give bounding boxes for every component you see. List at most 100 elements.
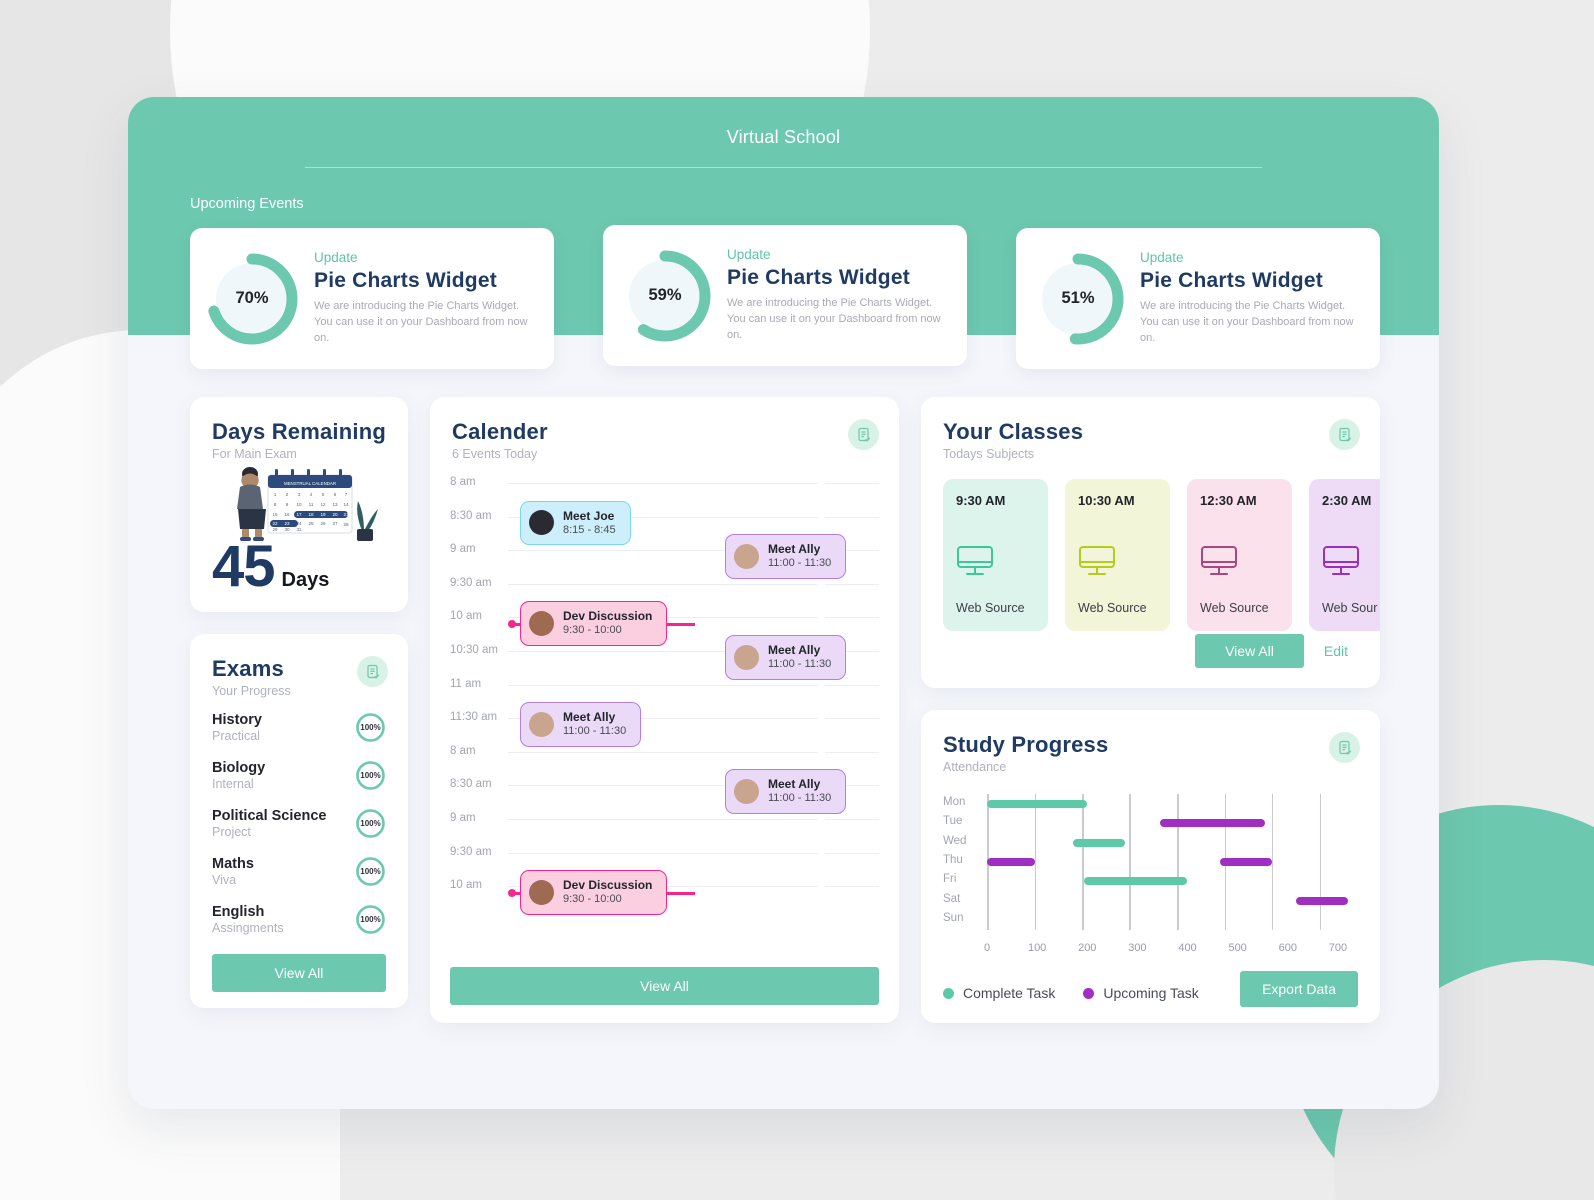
pie-card[interactable]: 59% Update Pie Charts Widget We are introdu… (603, 225, 967, 366)
exam-info: Maths Viva (212, 856, 254, 887)
calendar-time-label: 8:30 am (450, 509, 492, 522)
svg-text:11: 11 (309, 502, 314, 507)
exam-row[interactable]: English Assingments 100% (212, 904, 386, 935)
exam-row[interactable]: Biology Internal 100% (212, 760, 386, 791)
chart-plot-area (987, 794, 1348, 930)
calendar-gridline-left (508, 550, 818, 552)
calendar-event-time: 9:30 - 10:00 (563, 893, 622, 906)
legend-label: Complete Task (963, 985, 1056, 1001)
exam-progress-percent: 100% (360, 867, 381, 876)
calendar-gridline-right (825, 483, 879, 484)
pie-card-description: We are introducing the Pie Charts Widget… (314, 300, 528, 344)
exams-card: Exams Your Progress History Practical 100%… (190, 634, 408, 1008)
exam-row[interactable]: History Practical 100% (212, 712, 386, 743)
calendar-event-title: Meet Ally (563, 710, 616, 725)
exam-row[interactable]: Maths Viva 100% (212, 856, 386, 887)
class-label: Web Source (1200, 601, 1269, 615)
calendar-event-title: Meet Joe (563, 508, 615, 523)
export-data-button[interactable]: Export Data (1240, 971, 1358, 1007)
exam-name: History (212, 712, 262, 728)
your-classes-card: Your Classes Todays Subjects 9:30 AM Web … (921, 397, 1380, 688)
chart-y-tick-label: Sun (943, 912, 964, 925)
class-tile[interactable]: 10:30 AM Web Source (1065, 479, 1170, 631)
chart-bar (987, 858, 1036, 866)
svg-text:30: 30 (284, 527, 290, 532)
report-check-icon[interactable] (1329, 419, 1360, 450)
pie-card[interactable]: 70% Update Pie Charts Widget We are introdu… (190, 228, 554, 369)
report-check-icon[interactable] (357, 656, 388, 687)
calendar-time-label: 8:30 am (450, 778, 492, 791)
classes-edit-link[interactable]: Edit (1323, 643, 1348, 659)
svg-text:31: 31 (296, 527, 302, 532)
pie-card[interactable]: 51% Update Pie Charts Widget We are introdu… (1016, 228, 1380, 369)
exam-progress-percent: 100% (360, 771, 381, 780)
chart-legend: Complete Task Upcoming Task (943, 985, 1199, 1001)
monitor-icon (956, 545, 994, 584)
calendar-event[interactable]: Meet Ally 11:00 - 11:30 (520, 702, 642, 747)
chart-x-tick-label: 100 (1027, 942, 1047, 954)
svg-text:7: 7 (345, 492, 348, 497)
calendar-gridline-left (508, 516, 818, 518)
calendar-event-time: 11:00 - 11:30 (768, 658, 832, 670)
calendar-gridline-right (825, 684, 879, 686)
calendar-view-all-button[interactable]: View All (450, 967, 879, 1005)
avatar (734, 779, 759, 805)
calendar-event-title: Meet Ally (768, 643, 821, 657)
illustration-caption: MENSTRUAL CALENDAR (284, 481, 336, 486)
exam-name: Biology (212, 760, 266, 776)
chart-x-tick-label: 700 (1328, 942, 1348, 954)
class-tile[interactable]: 9:30 AM Web Source (943, 479, 1048, 631)
calendar-event-title: Meet Ally (768, 542, 821, 557)
calendar-time-row: 9:30 am (450, 846, 879, 887)
calendar-timeline[interactable]: 8 am 8:30 am 9 am 9:30 am 10 am 10:30 am 11 am… (450, 476, 879, 953)
class-tile[interactable]: 2:30 AM Web Sour (1309, 479, 1380, 631)
study-progress-header: Study Progress Attendance (921, 710, 1380, 774)
svg-text:19: 19 (320, 512, 326, 517)
calendar-gridline-left (508, 751, 818, 753)
exam-info: Biology Internal (212, 760, 265, 791)
chart-bar (1084, 877, 1187, 886)
exam-type: Viva (212, 873, 237, 887)
upcoming-events-label: Upcoming Events (190, 196, 304, 212)
calendar-event[interactable]: Meet Ally 11:00 - 11:30 (725, 769, 847, 815)
donut-chart: 51% (1030, 251, 1126, 347)
calendar-gridline-right (825, 617, 879, 619)
avatar (734, 544, 759, 570)
svg-text:6: 6 (334, 492, 337, 497)
pie-card-description: We are introducing the Pie Charts Widget… (727, 297, 941, 341)
calendar-gridline-right (825, 718, 879, 720)
class-time: 2:30 AM (1322, 493, 1372, 508)
exam-row[interactable]: Political Science Project 100% (212, 808, 386, 839)
exams-view-all-button[interactable]: View All (212, 954, 386, 992)
calendar-event[interactable]: Meet Joe 8:15 - 8:45 (520, 500, 631, 546)
chart-gridline (1034, 794, 1036, 930)
class-tile[interactable]: 12:30 AM Web Source (1187, 479, 1292, 631)
calendar-gridline-right (825, 583, 879, 585)
calendar-event-title: Dev Discussion (563, 609, 653, 624)
classes-view-all-button[interactable]: View All (1195, 634, 1304, 668)
calendar-time-row: 9 am (450, 812, 879, 853)
svg-text:4: 4 (310, 492, 313, 497)
report-check-icon[interactable] (848, 419, 879, 450)
calendar-event[interactable]: Dev Discussion 9:30 - 10:00 (520, 601, 668, 647)
left-column: Days Remaining For Main Exam (190, 397, 408, 1023)
days-remaining-header: Days Remaining For Main Exam (190, 397, 408, 461)
exams-list: History Practical 100% Biology Internal 100% P… (190, 698, 408, 935)
days-remaining-title: Days Remaining (212, 419, 386, 444)
calendar-event[interactable]: Meet Ally 11:00 - 11:30 (725, 635, 847, 680)
monitor-icon (1322, 545, 1360, 584)
svg-text:16: 16 (284, 512, 290, 517)
exam-type: Practical (212, 729, 260, 743)
days-remaining-subtitle: For Main Exam (212, 447, 297, 461)
svg-text:18: 18 (308, 512, 314, 517)
calendar-event[interactable]: Meet Ally 11:00 - 11:30 (725, 534, 847, 579)
calendar-event-time: 11:00 - 11:30 (563, 725, 627, 738)
class-label: Web Source (1078, 601, 1147, 615)
chart-x-tick-label: 0 (983, 942, 991, 954)
chart-y-tick-label: Fri (943, 873, 957, 886)
svg-text:8: 8 (274, 502, 277, 507)
report-check-icon[interactable] (1329, 732, 1360, 763)
class-label: Web Sour (1322, 601, 1378, 615)
calendar-event[interactable]: Dev Discussion 9:30 - 10:00 (520, 870, 668, 915)
chart-bar (1160, 819, 1265, 828)
